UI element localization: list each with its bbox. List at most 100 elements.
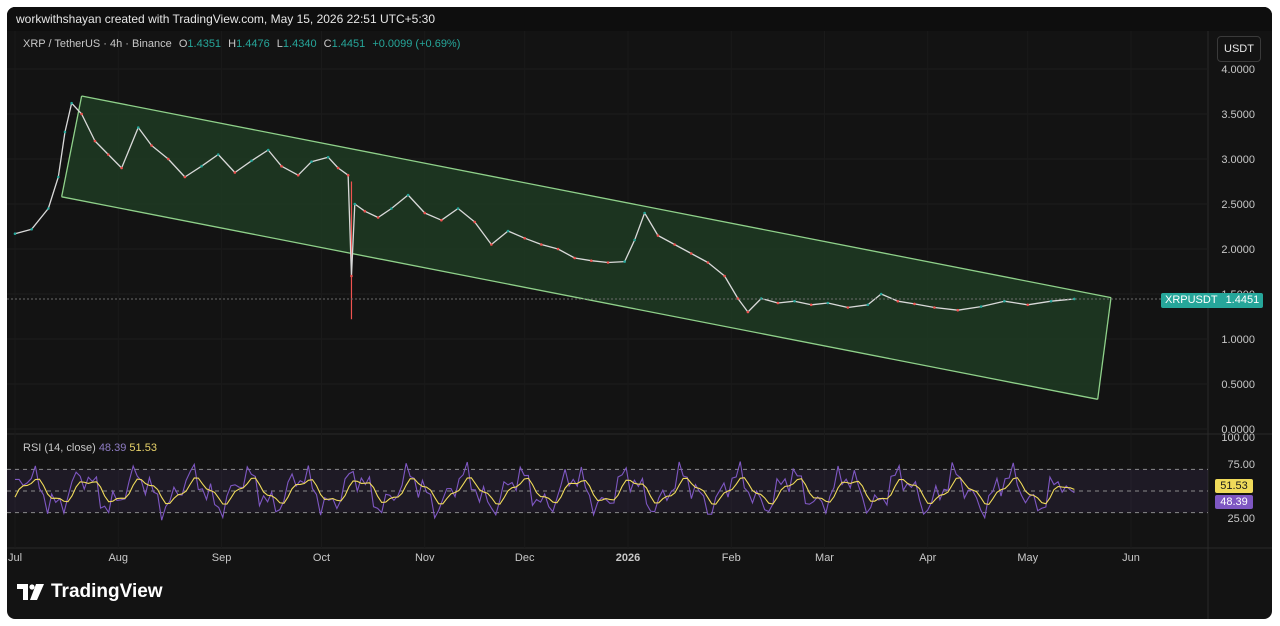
channel-upper-line [81,95,1112,299]
time-tick-label: Mar [815,552,834,564]
price-point [723,274,726,278]
price-point [30,227,33,231]
price-point [673,243,676,246]
price-point [846,306,850,309]
rsi-tick-label: 100.00 [1221,432,1255,444]
price-point [1049,299,1053,303]
price-point [106,153,110,156]
price-point [523,236,526,240]
price-point [573,256,576,260]
price-point [473,220,477,224]
price-point [956,308,960,312]
price-point [120,166,123,170]
channel-left-edge [61,95,83,197]
price-point [70,101,73,105]
time-tick-label: Jun [1122,552,1140,564]
price-point [406,193,410,197]
symbol-legend: XRP / TetherUS · 4h · Binance O1.4351 H1… [23,38,460,50]
price-point [556,247,560,251]
rsi-ma-line [14,477,1075,506]
time-tick-label: Sep [212,552,232,564]
price-point [689,252,693,255]
price-point [250,159,253,163]
price-point [296,173,300,177]
price-point [623,260,626,263]
price-point [879,292,883,296]
price-point [1073,297,1076,301]
price-point [280,164,283,168]
tradingview-logo: TradingView [17,581,163,603]
price-point [896,299,900,303]
price-point [913,302,916,306]
rsi-ma-tag: 51.53 [1215,479,1253,493]
price-point [353,202,357,206]
price-point [776,301,780,305]
price-point [826,301,830,305]
price-point [746,310,750,314]
price-tag-value: 1.4451 [1225,294,1260,306]
price-point [310,160,313,163]
close-label: C [323,38,332,50]
price-series [7,101,1208,320]
channel-lower-line [61,196,1098,400]
rsi-line [14,461,1075,521]
price-point [136,126,140,129]
channel-right-edge [1097,297,1112,400]
rsi-tick-label: 25.00 [1227,513,1255,525]
price-point [540,243,543,246]
price-point [266,148,270,152]
price-point [933,306,936,309]
low-value: 1.4340 [282,38,317,50]
rsi-title: RSI (14, close) [23,442,96,454]
currency-button[interactable]: USDT [1217,36,1261,62]
parallel-channel [61,95,1112,400]
high-label: H [228,38,237,50]
time-tick-label: Dec [515,552,535,564]
time-tick-label: Apr [919,552,936,564]
rsi-ma-legend-value: 51.53 [129,442,157,454]
price-point [706,261,710,264]
price-point [376,216,380,219]
price-point [633,238,636,242]
price-tick-label: 3.5000 [1221,109,1255,121]
price-point [423,211,427,215]
price-point [440,218,443,222]
price-point [363,209,367,213]
price-tick-label: 0.5000 [1221,379,1255,391]
time-tick-label: Aug [108,552,128,564]
price-point [643,211,646,215]
price-point [216,153,220,156]
channel-fill [61,96,1112,400]
price-point [150,144,153,147]
logo-text: TradingView [51,581,163,602]
price-point [346,173,350,177]
time-tick-label: Oct [313,552,330,564]
price-point [233,171,237,174]
price-point [656,234,660,237]
high-value: 1.4476 [236,38,270,50]
price-point [736,297,740,300]
rsi-legend-value: 48.39 [98,442,127,454]
price-point [456,207,460,210]
symbol-title: XRP / TetherUS · 4h · Binance [23,38,172,50]
price-point [390,207,393,210]
created-text: workwithshayan created with TradingView.… [16,12,436,26]
price-point [606,261,610,264]
time-axis: Jul Aug Sep Oct Nov Dec 2026 Feb Mar Apr May Jun [8,552,1140,564]
price-tick-label: 3.0000 [1221,154,1255,166]
chart-canvas[interactable]: 4.00003.50003.00002.50002.00001.50001.00… [7,7,1272,619]
low-label: L [276,38,283,50]
tradingview-logo-icon [17,584,44,600]
open-value: 1.4351 [187,38,222,50]
price-point [490,243,493,246]
created-bar: workwithshayan created with TradingView.… [7,7,1272,31]
price-point [93,139,97,143]
price-point [13,232,17,235]
price-point [1026,303,1030,307]
price-point [200,164,203,168]
rsi-legend: RSI (14, close) 48.39 51.53 [23,442,157,454]
price-point [63,130,67,134]
open-label: O [178,38,188,50]
rsi-value-tag: 48.39 [1215,495,1253,509]
price-tick-label: 2.0000 [1221,244,1255,256]
